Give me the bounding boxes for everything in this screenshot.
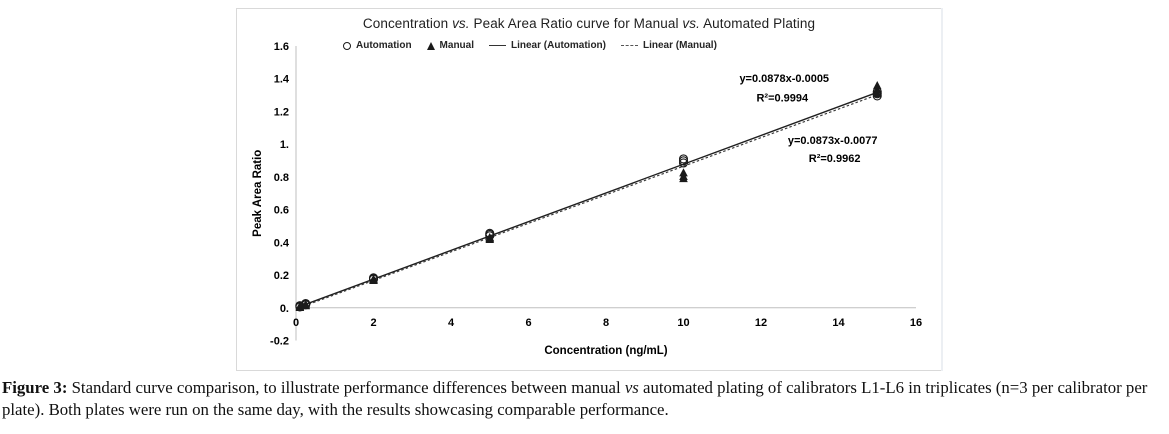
x-tick-label: 12 xyxy=(755,317,767,329)
equation-annotation: R²=0.9962 xyxy=(809,153,861,165)
solid-line-icon xyxy=(489,45,506,46)
panel-edge-line xyxy=(941,8,943,371)
manual-point xyxy=(872,80,882,90)
figure-caption: Figure 3: Standard curve comparison, to … xyxy=(2,377,1168,420)
x-tick-label: 2 xyxy=(370,317,376,329)
y-tick-label: 0.8 xyxy=(274,172,289,184)
chart-title: Concentration vs. Peak Area Ratio curve … xyxy=(237,16,941,31)
equation-annotation: y=0.0878x-0.0005 xyxy=(739,73,829,85)
y-tick-label: 1. xyxy=(280,139,289,151)
circle-marker-icon xyxy=(343,41,351,50)
dashed-line-icon xyxy=(621,45,638,46)
figure-caption-text: Standard curve comparison, to illustrate… xyxy=(67,378,625,397)
x-tick-label: 14 xyxy=(832,317,845,329)
y-tick-label: 1.6 xyxy=(274,41,289,53)
legend-item-label: Linear (Automation) xyxy=(511,40,606,51)
y-tick-label: 0.4 xyxy=(274,237,290,249)
legend-item-label: Linear (Manual) xyxy=(643,40,717,51)
y-tick-label: 0. xyxy=(280,303,289,315)
legend-item-label: Manual xyxy=(439,40,474,51)
x-tick-label: 4 xyxy=(448,317,455,329)
legend-item-label: Automation xyxy=(356,40,412,51)
x-tick-label: 16 xyxy=(910,317,922,329)
legend-item-automation: Automation xyxy=(343,40,412,51)
x-tick-label: 10 xyxy=(677,317,689,329)
y-tick-label: 1.2 xyxy=(274,106,289,118)
legend-item-linear-manual: Linear (Manual) xyxy=(621,40,717,51)
manual-point xyxy=(679,168,688,177)
chart-panel: Concentration vs. Peak Area Ratio curve … xyxy=(236,8,942,371)
trendline-linear-manual- xyxy=(299,92,882,309)
equation-annotation: y=0.0873x-0.0077 xyxy=(788,135,878,147)
manual-point xyxy=(369,274,378,283)
figure-caption-label: Figure 3: xyxy=(2,378,68,397)
chart-title-text: Peak Area Ratio curve for Manual xyxy=(469,16,683,31)
trendline-linear-automation- xyxy=(299,90,882,308)
chart-title-text: Concentration xyxy=(362,16,453,31)
y-tick-label: 0.6 xyxy=(274,205,289,217)
x-tick-label: 8 xyxy=(603,317,609,329)
automation-point xyxy=(678,154,689,164)
y-axis-title: Peak Area Ratio xyxy=(252,150,264,237)
y-tick-label: -0.2 xyxy=(270,336,289,348)
manual-point xyxy=(301,299,310,308)
x-tick-label: 0 xyxy=(293,317,299,329)
y-tick-label: 1.4 xyxy=(274,74,290,86)
chart-title-text: Automated Plating xyxy=(699,16,816,31)
legend-item-linear-automation: Linear (Automation) xyxy=(489,40,606,51)
manual-point xyxy=(485,232,495,242)
figure-caption-vs: vs xyxy=(624,378,639,397)
chart-title-vs: vs. xyxy=(682,16,700,31)
figure-caption-text: automated plating of calibrators L1-L6 i… xyxy=(2,378,1148,419)
triangle-marker-icon xyxy=(426,41,435,50)
x-axis-title: Concentration (ng/mL) xyxy=(544,345,667,357)
chart-legend: Automation Manual Linear (Automation) Li… xyxy=(343,40,717,51)
plot-area: 1.6 1.4 1.2 1. 0.8 0.6 0.4 0.2 0. -0.2 0 2 4 6 8 10 12 14… xyxy=(252,41,922,357)
chart-title-vs: vs. xyxy=(452,16,470,31)
y-tick-label: 0.2 xyxy=(274,270,289,282)
x-tick-label: 6 xyxy=(525,317,531,329)
legend-item-manual: Manual xyxy=(426,40,474,51)
equation-annotation: R²=0.9994 xyxy=(756,93,809,105)
